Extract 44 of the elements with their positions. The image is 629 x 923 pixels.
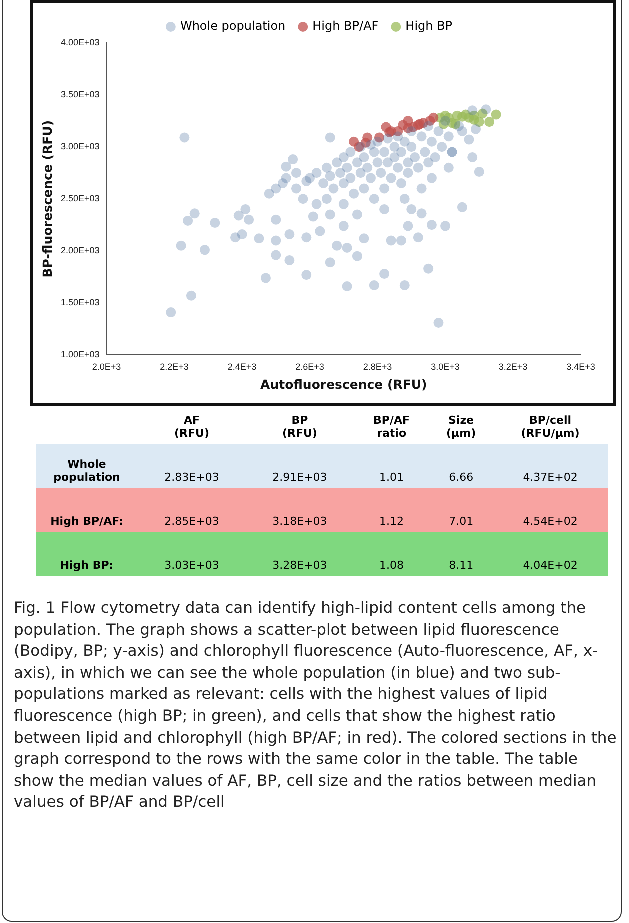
y-tick-label: 4.00E+03 (60, 37, 100, 48)
y-tick-label: 1.00E+03 (60, 350, 100, 360)
legend-label: High BP/AF (312, 19, 379, 34)
y-tick-label: 2.50E+03 (60, 194, 100, 204)
text: 3.03E+03 (164, 558, 220, 574)
x-tick-label: 2.0E+3 (92, 362, 122, 372)
x-tick-label: 2.6E+3 (296, 362, 324, 372)
text: 1.01 (378, 470, 406, 486)
text: 3.18E+03 (272, 514, 328, 530)
x-tick-label: 3.0E+3 (431, 362, 460, 372)
x-tick-label: 3.2E+3 (498, 362, 528, 372)
text: High BP/AF: (50, 514, 124, 530)
text: Whole population (52, 457, 122, 486)
x-tick-label: 2.2E+3 (160, 362, 189, 372)
text: 7.01 (448, 514, 475, 530)
x-axis-title: Autofluorescence (RFU) (260, 376, 428, 392)
text: 8.11 (448, 558, 475, 574)
text: 4.37E+02 (522, 470, 579, 486)
y-axis-title: BP-fluorescence (RFU) (40, 120, 55, 278)
text: 2.83E+03 (164, 470, 220, 486)
y-tick-label: 1.50E+03 (60, 298, 100, 308)
text: BP (RFU) (281, 413, 318, 442)
text: 6.66 (448, 470, 475, 486)
y-tick-label: 3.50E+03 (60, 90, 100, 100)
x-tick-label: 3.4E+3 (566, 362, 596, 372)
text: 3.28E+03 (272, 558, 328, 574)
y-tick-label: 2.00E+03 (60, 246, 100, 256)
text: 2.91E+03 (272, 470, 328, 486)
text: High BP: (59, 558, 115, 574)
y-tick-label: 3.00E+03 (60, 142, 100, 152)
text: 1.08 (378, 558, 406, 574)
x-tick-label: 2.8E+3 (363, 362, 392, 372)
text: BP/AF ratio (372, 413, 412, 442)
legend-label: High BP (406, 19, 453, 34)
text: 2.85E+03 (164, 514, 220, 530)
text: 1.12 (378, 514, 406, 530)
text: AF (RFU) (174, 413, 210, 442)
text: 4.04E+02 (522, 558, 579, 574)
text: Fig. 1 Flow cytometry data can identify high-lipid content cells among the population. The graph shows a scatter-plot between lipid fluorescence (Bodipy, BP; y-axis) and chlorophyll fluorescence (Auto-fluorescence, AF, x-axis), in which we can see the whole population (in blue) and two sub-populations marked as relevant: cells with the highest values of lipid fluorescence (high BP; in green), and cells that show the highest ratio between lipid and chlorophyll (high BP/AF; in red). The colored sections in the graph correspond to the rows with the same color in the table. The table show the median values of AF, BP, cell size and the ratios between median values of BP/AF and BP/cell (14, 599, 617, 812)
text: 4.54E+02 (522, 514, 579, 530)
legend-label: Whole population (180, 19, 286, 34)
text: Size (µm) (446, 413, 478, 442)
text: BP/cell (RFU/µm) (520, 413, 581, 442)
x-tick-label: 2.4E+3 (228, 362, 257, 372)
